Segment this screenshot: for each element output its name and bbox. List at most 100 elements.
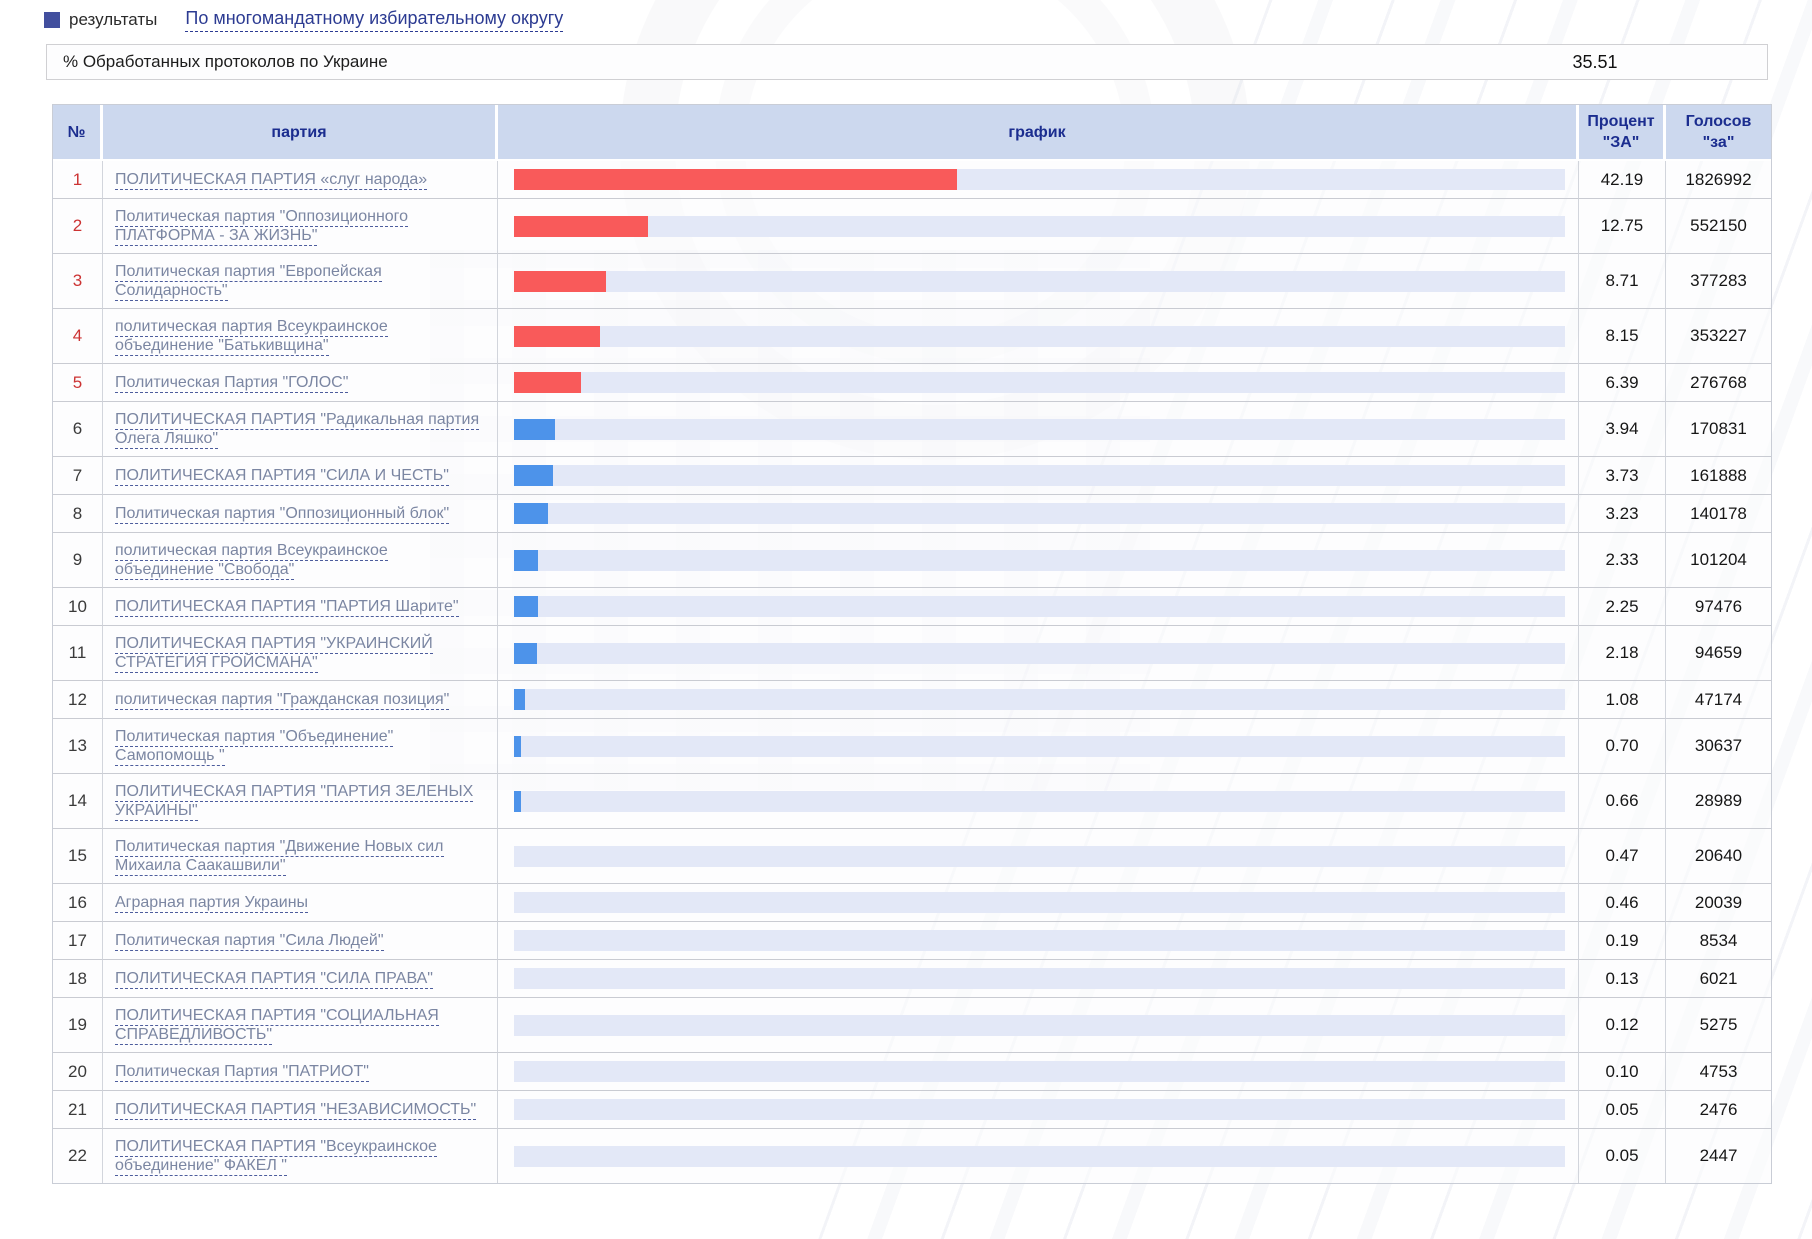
- party-link[interactable]: политическая партия Всеукраинское объеди…: [115, 318, 388, 356]
- vote-bar: [514, 465, 554, 486]
- party-link[interactable]: Политическая партия "Оппозиционного ПЛАТ…: [115, 208, 409, 246]
- table-row: 7 ПОЛИТИЧЕСКАЯ ПАРТИЯ "СИЛА И ЧЕСТЬ" 3.73 1…: [53, 457, 1771, 495]
- table-row: 12 политическая партия "Гражданская позиц…: [53, 681, 1771, 719]
- vote-bar-cell: [498, 254, 1579, 309]
- percent-value: 0.13: [1579, 960, 1666, 998]
- rank-number: 22: [53, 1129, 103, 1183]
- rank-number: 5: [53, 364, 103, 402]
- rank-number: 20: [53, 1053, 103, 1091]
- votes-value: 8534: [1666, 922, 1771, 960]
- protocols-processed-label: % Обработанных протоколов по Украине: [63, 52, 388, 71]
- party-link[interactable]: Политическая партия "Объединение" Самопо…: [115, 728, 394, 766]
- percent-value: 0.10: [1579, 1053, 1666, 1091]
- table-row: 20 Политическая Партия "ПАТРИОТ" 0.10 4753: [53, 1053, 1771, 1091]
- party-cell: Политическая партия "Европейская Солидар…: [103, 254, 498, 309]
- vote-bar-cell: [498, 774, 1579, 829]
- party-link[interactable]: Аграрная партия Украины: [115, 894, 309, 913]
- table-row: 17 Политическая партия "Сила Людей" 0.19 85…: [53, 922, 1771, 960]
- table-row: 18 ПОЛИТИЧЕСКАЯ ПАРТИЯ "СИЛА ПРАВА" 0.13 60…: [53, 960, 1771, 998]
- party-link[interactable]: политическая партия Всеукраинское объеди…: [115, 542, 388, 580]
- votes-value: 140178: [1666, 495, 1771, 533]
- percent-value: 0.05: [1579, 1129, 1666, 1183]
- party-cell: Аграрная партия Украины: [103, 884, 498, 922]
- party-link[interactable]: ПОЛИТИЧЕСКАЯ ПАРТИЯ "НЕЗАВИСИМОСТЬ": [115, 1101, 477, 1120]
- vote-bar-track: [514, 270, 1565, 292]
- rank-number: 13: [53, 719, 103, 774]
- percent-value: 0.47: [1579, 829, 1666, 884]
- party-link[interactable]: ПОЛИТИЧЕСКАЯ ПАРТИЯ "Радикальная партия …: [115, 411, 480, 449]
- column-header-chart: график: [498, 105, 1579, 161]
- table-row: 5 Политическая Партия "ГОЛОС" 6.39 276768: [53, 364, 1771, 402]
- party-cell: политическая партия "Гражданская позиция…: [103, 681, 498, 719]
- table-row: 6 ПОЛИТИЧЕСКАЯ ПАРТИЯ "Радикальная партия…: [53, 402, 1771, 457]
- vote-bar: [514, 503, 548, 524]
- vote-bar-cell: [498, 626, 1579, 681]
- percent-value: 6.39: [1579, 364, 1666, 402]
- party-cell: ПОЛИТИЧЕСКАЯ ПАРТИЯ "НЕЗАВИСИМОСТЬ": [103, 1091, 498, 1129]
- votes-value: 161888: [1666, 457, 1771, 495]
- vote-bar: [514, 418, 556, 440]
- rank-number: 19: [53, 998, 103, 1053]
- vote-bar-track: [514, 503, 1565, 524]
- party-cell: Политическая партия "Движение Новых сил …: [103, 829, 498, 884]
- table-row: 22 ПОЛИТИЧЕСКАЯ ПАРТИЯ "Всеукраинское объ…: [53, 1129, 1771, 1183]
- party-link[interactable]: политическая партия "Гражданская позиция…: [115, 691, 450, 710]
- rank-number: 7: [53, 457, 103, 495]
- party-link[interactable]: ПОЛИТИЧЕСКАЯ ПАРТИЯ "СОЦИАЛЬНАЯ СПРАВЕДЛ…: [115, 1007, 439, 1045]
- party-link[interactable]: ПОЛИТИЧЕСКАЯ ПАРТИЯ "ПАРТИЯ Шарите": [115, 598, 459, 617]
- rank-number: 14: [53, 774, 103, 829]
- percent-value: 2.18: [1579, 626, 1666, 681]
- rank-number: 15: [53, 829, 103, 884]
- party-link[interactable]: Политическая партия "Европейская Солидар…: [115, 263, 382, 301]
- percent-value: 0.46: [1579, 884, 1666, 922]
- party-link[interactable]: ПОЛИТИЧЕСКАЯ ПАРТИЯ "УКРАИНСКИЙ СТРАТЕГИ…: [115, 635, 433, 673]
- percent-value: 0.66: [1579, 774, 1666, 829]
- party-cell: ПОЛИТИЧЕСКАЯ ПАРТИЯ "ПАРТИЯ Шарите": [103, 588, 498, 626]
- party-cell: Политическая партия "Сила Людей": [103, 922, 498, 960]
- rank-number: 11: [53, 626, 103, 681]
- rank-number: 2: [53, 199, 103, 254]
- vote-bar-track: [514, 325, 1565, 347]
- party-link[interactable]: Политическая партия "Оппозиционный блок": [115, 505, 450, 524]
- column-header-number: №: [53, 105, 103, 161]
- rank-number: 1: [53, 161, 103, 199]
- vote-bar: [514, 689, 526, 710]
- votes-value: 353227: [1666, 309, 1771, 364]
- party-link[interactable]: ПОЛИТИЧЕСКАЯ ПАРТИЯ "ПАРТИЯ ЗЕЛЕНЫХ УКРА…: [115, 783, 474, 821]
- table-row: 16 Аграрная партия Украины 0.46 20039: [53, 884, 1771, 922]
- party-link[interactable]: Политическая партия "Сила Людей": [115, 932, 384, 951]
- vote-bar: [514, 215, 648, 237]
- party-link[interactable]: ПОЛИТИЧЕСКАЯ ПАРТИЯ "Всеукраинское объед…: [115, 1138, 437, 1176]
- party-cell: ПОЛИТИЧЕСКАЯ ПАРТИЯ "Всеукраинское объед…: [103, 1129, 498, 1183]
- vote-bar: [514, 169, 958, 190]
- protocols-processed-bar: % Обработанных протоколов по Украине 35.…: [46, 44, 1768, 80]
- votes-value: 20039: [1666, 884, 1771, 922]
- vote-bar: [514, 270, 606, 292]
- results-table: № партия график Процент "ЗА" Голосов "за…: [52, 104, 1772, 1184]
- vote-bar-track: [514, 1014, 1565, 1036]
- party-link[interactable]: ПОЛИТИЧЕСКАЯ ПАРТИЯ «слуг народа»: [115, 171, 428, 190]
- party-link[interactable]: Политическая Партия "ПАТРИОТ": [115, 1063, 369, 1082]
- party-cell: ПОЛИТИЧЕСКАЯ ПАРТИЯ "СИЛА И ЧЕСТЬ": [103, 457, 498, 495]
- vote-bar: [514, 735, 522, 757]
- party-link[interactable]: ПОЛИТИЧЕСКАЯ ПАРТИЯ "СИЛА И ЧЕСТЬ": [115, 467, 449, 486]
- table-row: 13 Политическая партия "Объединение" Само…: [53, 719, 1771, 774]
- column-header-party: партия: [103, 105, 498, 161]
- results-bullet-icon: [44, 12, 60, 28]
- multi-mandate-district-link[interactable]: По многомандатному избирательному округу: [185, 8, 564, 32]
- votes-value: 276768: [1666, 364, 1771, 402]
- table-row: 3 Политическая партия "Европейская Солида…: [53, 254, 1771, 309]
- vote-bar: [514, 642, 537, 664]
- party-link[interactable]: Политическая партия "Движение Новых сил …: [115, 838, 444, 876]
- table-row: 10 ПОЛИТИЧЕСКАЯ ПАРТИЯ "ПАРТИЯ Шарите" 2.2…: [53, 588, 1771, 626]
- party-link[interactable]: ПОЛИТИЧЕСКАЯ ПАРТИЯ "СИЛА ПРАВА": [115, 970, 433, 989]
- party-link[interactable]: Политическая Партия "ГОЛОС": [115, 374, 349, 393]
- rank-number: 17: [53, 922, 103, 960]
- percent-value: 2.33: [1579, 533, 1666, 588]
- vote-bar-track: [514, 790, 1565, 812]
- vote-bar-cell: [498, 457, 1579, 495]
- percent-value: 0.19: [1579, 922, 1666, 960]
- table-row: 2 Политическая партия "Оппозиционного ПЛА…: [53, 199, 1771, 254]
- protocols-processed-value: 35.51: [1572, 51, 1618, 72]
- vote-bar-cell: [498, 364, 1579, 402]
